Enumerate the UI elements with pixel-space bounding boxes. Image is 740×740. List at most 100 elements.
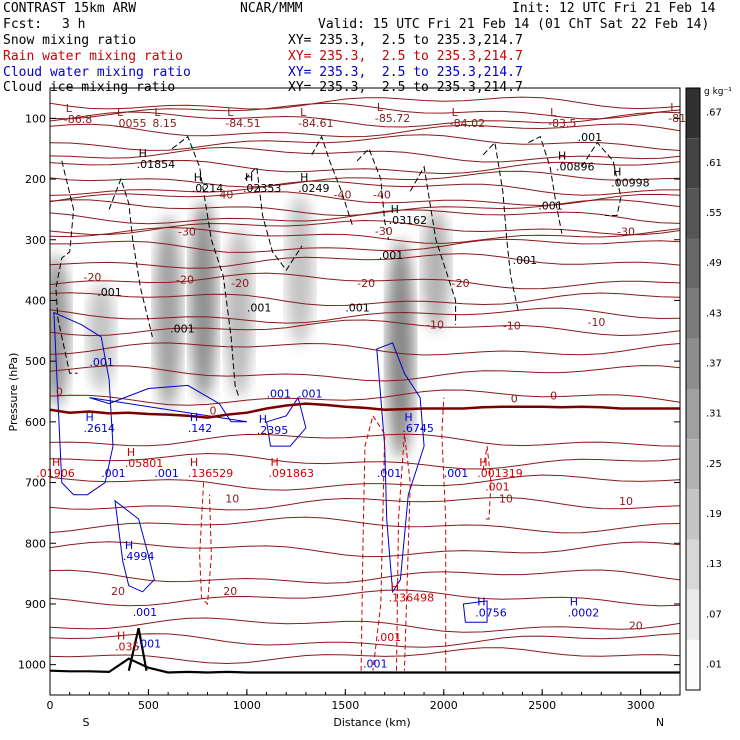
low-label: -84.02 [450, 117, 485, 130]
isotherm-line [50, 516, 680, 534]
shading-column [225, 227, 253, 398]
temperature-label: 0 [56, 386, 63, 399]
snow-contour [244, 165, 303, 271]
temperature-label: 10 [225, 493, 239, 506]
colorbar-swatch [686, 138, 700, 189]
low-label-mark: L [66, 102, 73, 115]
low-label-mark: L [300, 106, 307, 119]
valid-time: Valid: 15 UTC Fri 21 Feb 14 (01 ChT Sat … [318, 17, 710, 32]
rain-high-label: .136529 [188, 467, 234, 480]
low-label: -85.72 [375, 112, 410, 125]
cloud-min-label: .001 [137, 638, 162, 651]
low-label-mark: L [550, 106, 557, 119]
snow-min-label: .001 [513, 254, 538, 267]
isotherm-line [50, 209, 680, 225]
high-label: .00998 [611, 176, 650, 189]
cloud-min-label: .001 [101, 467, 126, 480]
rain-high-label-mark: H [391, 581, 399, 594]
rain-contour [199, 482, 212, 606]
high-label-cloud-mark: H [570, 596, 578, 609]
isotherm-line [50, 365, 680, 382]
temperature-label: -40 [373, 188, 391, 201]
temperature-label: 0 [209, 405, 216, 418]
high-label-mark: H [300, 171, 308, 184]
isotherm-line [50, 541, 680, 558]
rain-contour [441, 397, 447, 671]
high-label-cloud: .6745 [402, 422, 434, 435]
cloud-contour [376, 342, 425, 594]
temperature-label: -10 [503, 320, 521, 333]
temperature-contours [50, 96, 680, 665]
colorbar-swatch [686, 389, 700, 440]
field-xy-snow: XY= 235.3, 2.5 to 235.3,214.7 [288, 33, 523, 48]
rain-high-label: .035 [115, 641, 140, 654]
x-tick-label: 1500 [331, 699, 359, 712]
y-axis-label: Pressure (hPa) [7, 353, 20, 432]
temperature-label: 10 [619, 495, 633, 508]
low-label-mark: L [117, 106, 124, 119]
high-label: .0214 [192, 182, 224, 195]
colorbar-swatch [686, 288, 700, 339]
y-tick-label: 200 [25, 173, 46, 186]
high-label: .00896 [556, 161, 595, 174]
colorbar-tick-label: .55 [706, 208, 722, 219]
high-label-cloud-mark: H [85, 411, 93, 424]
temperature-label: -20 [176, 273, 194, 286]
low-label: -83.5 [548, 117, 576, 130]
low-label-mark: L [227, 106, 234, 119]
high-label: .0249 [298, 182, 330, 195]
temperature-label: -20 [357, 277, 375, 290]
zero-isotherm-line [50, 402, 680, 419]
colorbar-tick-label: .13 [706, 559, 722, 570]
x-tick-label: 500 [138, 699, 159, 712]
y-tick-label: 300 [25, 234, 46, 247]
low-label: -84.51 [225, 117, 260, 130]
colorbar-frame [685, 87, 701, 691]
colorbar-tick-label: .25 [706, 459, 722, 470]
colorbar-swatch [686, 439, 700, 490]
cloud-min-label: .001 [89, 356, 114, 369]
model-title: CONTRAST 15km ARW [3, 1, 137, 16]
shading-column [154, 215, 183, 410]
x-tick-label: 0 [47, 699, 54, 712]
rain-high-label-mark: H [271, 456, 279, 469]
colorbar-tick-label: .61 [706, 158, 722, 169]
isotherm-line [50, 389, 680, 406]
center-title: NCAR/MMM [240, 1, 303, 16]
shading-column [386, 239, 415, 459]
isotherm-line [50, 569, 680, 584]
isotherm-line [50, 219, 680, 236]
rain-high-label: .001319 [477, 467, 523, 480]
colorbar-tick-label: .01 [706, 659, 722, 670]
high-label-cloud-mark: H [259, 413, 267, 426]
colorbar-swatch [686, 639, 700, 690]
x-axis-label: Distance (km) [333, 716, 410, 729]
field-name-rain: Rain water mixing ratio [3, 49, 184, 64]
temperature-label: 20 [111, 585, 125, 598]
temperature-label: -10 [587, 316, 605, 329]
isotherm-line [50, 102, 680, 120]
zero-isotherm [50, 402, 680, 419]
cloud-contour [462, 600, 488, 623]
fcst-label: Fcst: [3, 17, 43, 32]
high-label-cloud: .0002 [568, 607, 600, 620]
temperature-label: -20 [452, 277, 470, 290]
colorbar-tick-label: .67 [706, 108, 722, 119]
rain-contour [396, 433, 411, 671]
high-label-cloud-mark: H [404, 411, 412, 424]
colorbar-unit: g kg⁻¹ [704, 87, 732, 97]
colorbar-swatch [686, 238, 700, 289]
snow-contour [581, 141, 622, 216]
isotherm-line [50, 134, 680, 151]
y-tick-label: 100 [25, 112, 46, 125]
snow-contour [171, 135, 240, 398]
cloud-min-label: .001 [267, 388, 292, 401]
x-tick-label: 1000 [233, 699, 261, 712]
snow-contour [409, 165, 457, 325]
isotherm-line [50, 96, 680, 110]
temperature-label: 10 [499, 493, 513, 506]
snow-contour [108, 177, 153, 338]
snow-shading [50, 194, 450, 459]
